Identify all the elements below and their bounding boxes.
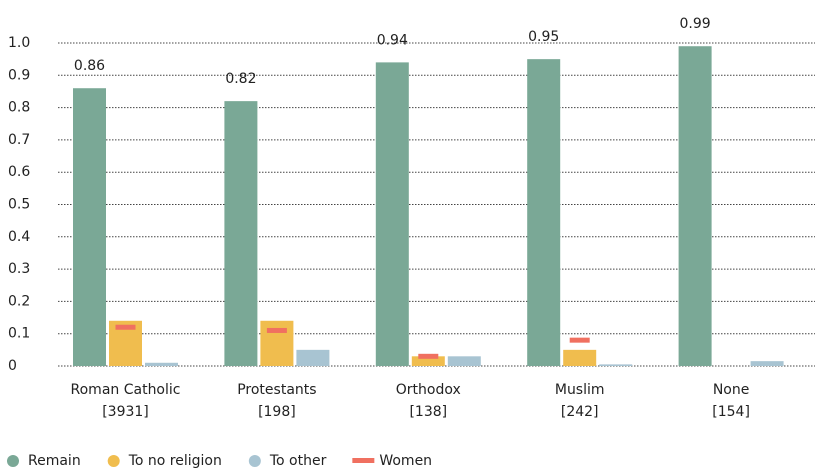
legend-label: Women — [379, 453, 432, 469]
bar — [260, 320, 294, 366]
value-label: 0.82 — [225, 71, 256, 87]
y-tick-label: 0.6 — [8, 164, 30, 180]
y-tick-label: 0.2 — [8, 293, 30, 309]
bar — [375, 62, 409, 366]
bar — [750, 361, 784, 366]
legend-label: To other — [269, 453, 327, 469]
y-tick-label: 0.4 — [8, 229, 30, 245]
y-tick-label: 1.0 — [8, 35, 30, 51]
x-tick-label: Orthodox — [396, 382, 461, 398]
x-tick-note: [198] — [258, 404, 296, 420]
bar — [447, 356, 481, 366]
y-tick-label: 0 — [8, 358, 17, 374]
bar — [411, 356, 445, 366]
bar — [224, 101, 258, 366]
bar — [678, 46, 712, 366]
value-label: 0.95 — [528, 29, 559, 45]
women-marker — [115, 324, 136, 330]
y-tick-label: 0.7 — [8, 132, 30, 148]
bar — [145, 362, 178, 366]
value-label: 0.86 — [74, 58, 105, 74]
y-tick-label: 0.9 — [8, 67, 30, 83]
legend-swatch — [248, 455, 261, 467]
y-tick-label: 0.8 — [8, 100, 30, 116]
x-tick-note: [242] — [561, 404, 599, 420]
bar — [296, 349, 330, 366]
x-tick-label: Muslim — [555, 382, 605, 398]
x-tick-note: [154] — [712, 404, 750, 420]
legend-swatch — [7, 455, 19, 467]
legend-label: Remain — [28, 453, 81, 469]
bar — [73, 88, 106, 366]
y-tick-label: 0.1 — [8, 326, 30, 342]
value-label: 0.99 — [680, 16, 711, 32]
bar — [599, 364, 633, 366]
x-tick-note: [138] — [409, 404, 447, 420]
x-tick-label: None — [713, 382, 750, 398]
x-tick-label: Protestants — [237, 382, 316, 398]
legend-swatch — [352, 458, 375, 463]
women-marker — [569, 337, 590, 343]
bar — [527, 59, 561, 367]
value-label: 0.94 — [377, 32, 408, 48]
women-marker — [266, 327, 287, 333]
legend-label: To no religion — [128, 453, 222, 469]
women-marker — [418, 353, 439, 359]
bar — [563, 349, 597, 366]
y-tick-label: 0.5 — [8, 197, 30, 213]
x-tick-label: Roman Catholic — [71, 382, 181, 398]
y-tick-label: 0.3 — [8, 261, 30, 277]
legend-swatch — [107, 455, 120, 467]
x-tick-note: [3931] — [102, 404, 149, 420]
